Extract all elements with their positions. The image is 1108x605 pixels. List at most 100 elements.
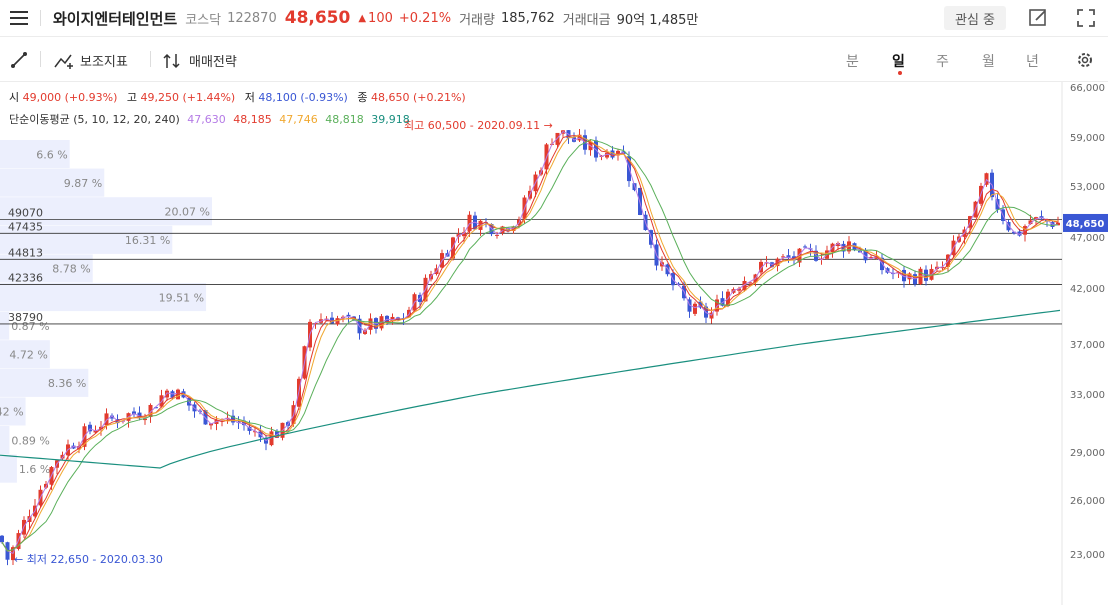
- y-axis-tick-label: 29,000: [1070, 448, 1105, 459]
- volume-profile-label: 8.78 %: [52, 263, 90, 276]
- indicator-button[interactable]: 보조지표: [54, 51, 128, 70]
- period-day[interactable]: 일: [892, 54, 905, 70]
- candle-body: [764, 262, 769, 264]
- ma20-value: 48,818: [325, 113, 364, 126]
- volume-profile-label: 8.36 %: [48, 377, 86, 390]
- volume-profile-label: 0.87 %: [11, 320, 49, 333]
- ma12-value: 47,746: [279, 113, 318, 126]
- price-level-label: 44813: [8, 246, 43, 259]
- candle-body: [742, 280, 747, 291]
- y-axis-tick-label: 37,000: [1070, 340, 1105, 351]
- candle-body: [484, 222, 488, 224]
- divider: [40, 10, 41, 26]
- candle-body: [104, 413, 109, 426]
- candle-body: [0, 535, 4, 543]
- candle-body: [594, 140, 598, 158]
- candle-body: [506, 227, 510, 231]
- candle-body: [231, 415, 235, 423]
- ma-label: 단순이동평균 (5, 10, 12, 20, 240): [9, 113, 180, 126]
- candle-body: [720, 298, 725, 306]
- close-label: 종: [357, 91, 368, 104]
- period-week[interactable]: 주: [936, 54, 949, 70]
- current-price-tag: [1063, 213, 1108, 232]
- candle-body: [1056, 222, 1060, 226]
- candle-body: [605, 152, 609, 158]
- candle-body: [27, 516, 32, 522]
- volume-profile-label: 19.51 %: [159, 291, 204, 304]
- menu-icon[interactable]: [10, 11, 28, 25]
- candle-body: [885, 268, 890, 273]
- candle-body: [786, 255, 791, 258]
- volume-profile-bar: [0, 368, 89, 397]
- price-chart[interactable]: 6.6 % 9.87 % 20.07 % 16.31 % 8.78 % 19.51 % 0.…: [0, 82, 1108, 605]
- fullscreen-icon[interactable]: [1076, 8, 1096, 28]
- candle-body: [132, 411, 136, 414]
- y-axis-tick-label: 42,000: [1070, 284, 1105, 295]
- amount-value: 90억 1,485만: [616, 12, 699, 28]
- edit-icon[interactable]: [1028, 8, 1048, 28]
- draw-line-icon[interactable]: [10, 51, 28, 69]
- volume-profile-label: 4.72 %: [9, 349, 47, 362]
- active-period-dot: [898, 71, 902, 75]
- volume-profile-bar: [0, 197, 212, 226]
- close-value: 48,650 (+0.21%): [370, 91, 466, 104]
- price-level-label: 42336: [8, 272, 43, 285]
- candle-body: [247, 426, 252, 431]
- candle-body: [759, 261, 763, 273]
- candle-body: [269, 431, 274, 446]
- high-label: 고: [126, 91, 137, 104]
- volume-label: 거래량: [459, 12, 495, 28]
- candle-body: [1028, 220, 1033, 225]
- favorite-button[interactable]: 관심 중: [944, 6, 1006, 30]
- candle-body: [555, 132, 560, 145]
- market-label: 코스닥: [185, 12, 222, 28]
- strategy-icon: [163, 53, 180, 68]
- y-axis-tick-label: 66,000: [1070, 83, 1105, 94]
- price-level-label: 47435: [8, 220, 43, 233]
- ma5-value: 47,630: [187, 113, 226, 126]
- chart-toolbar: 보조지표 매매전략 분 일 주 월 년: [0, 37, 1108, 82]
- high-annotation: 최고 60,500 - 2020.09.11 →: [404, 119, 553, 132]
- candle-body: [462, 232, 466, 237]
- period-minute[interactable]: 분: [846, 54, 859, 70]
- candle-body: [154, 407, 158, 409]
- change-arrow-icon: ▲: [358, 12, 367, 24]
- candle-body: [60, 454, 65, 459]
- candle-body: [781, 256, 785, 258]
- y-axis-tick-label: 26,000: [1070, 496, 1105, 507]
- volume-profile-bar: [0, 311, 10, 340]
- candle-body: [203, 410, 208, 425]
- y-axis-tick-label: 59,000: [1070, 133, 1105, 144]
- volume-profile-bar: [0, 283, 207, 312]
- low-value: 48,100 (-0.93%): [258, 91, 348, 104]
- low-label: 저: [244, 91, 255, 104]
- volume-profile-label: 9.87 %: [64, 177, 102, 190]
- candle-body: [698, 301, 703, 308]
- candle-body: [693, 303, 697, 314]
- volume-profile-bar: [0, 397, 26, 426]
- settings-icon[interactable]: [1075, 50, 1095, 70]
- candle-body: [170, 391, 175, 398]
- y-axis-tick-label: 33,000: [1070, 390, 1105, 401]
- period-year[interactable]: 년: [1026, 54, 1039, 70]
- volume-profile-bar: [0, 426, 10, 455]
- candle-body: [902, 269, 906, 282]
- volume-profile-label: 2.42 %: [0, 406, 24, 419]
- candle-body: [148, 404, 153, 418]
- candle-body: [324, 318, 329, 321]
- strategy-button[interactable]: 매매전략: [163, 51, 237, 70]
- candle-body: [737, 288, 741, 291]
- candle-body: [495, 234, 499, 236]
- candle-body: [1017, 231, 1022, 236]
- candle-body: [165, 390, 169, 398]
- candle-body: [93, 430, 98, 433]
- volume-profile-bar: [0, 454, 17, 483]
- candle-body: [676, 283, 681, 285]
- price-change: 100: [368, 10, 393, 26]
- candle-body: [869, 257, 873, 259]
- strategy-label: 매매전략: [189, 55, 237, 70]
- candle-body: [335, 318, 340, 325]
- candle-body: [874, 256, 879, 259]
- period-month[interactable]: 월: [982, 54, 995, 70]
- amount-label: 거래대금: [562, 12, 611, 28]
